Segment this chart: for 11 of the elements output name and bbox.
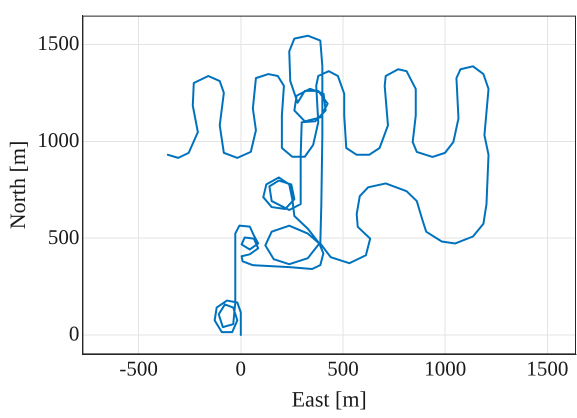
y-tick-label: 500 xyxy=(48,224,80,249)
x-tick-label: 1500 xyxy=(526,356,568,381)
x-axis-title: East [m] xyxy=(292,386,367,412)
x-tick-label: 1000 xyxy=(424,356,466,381)
y-tick-label: 1000 xyxy=(37,128,80,152)
x-tick-label: 500 xyxy=(327,356,359,381)
x-tick-label: 0 xyxy=(236,356,246,381)
x-tick-label: -500 xyxy=(119,356,158,381)
y-tick-label: 1500 xyxy=(37,31,80,56)
y-axis-title: North [m] xyxy=(4,140,30,230)
y-tick-label: 0 xyxy=(68,322,80,346)
